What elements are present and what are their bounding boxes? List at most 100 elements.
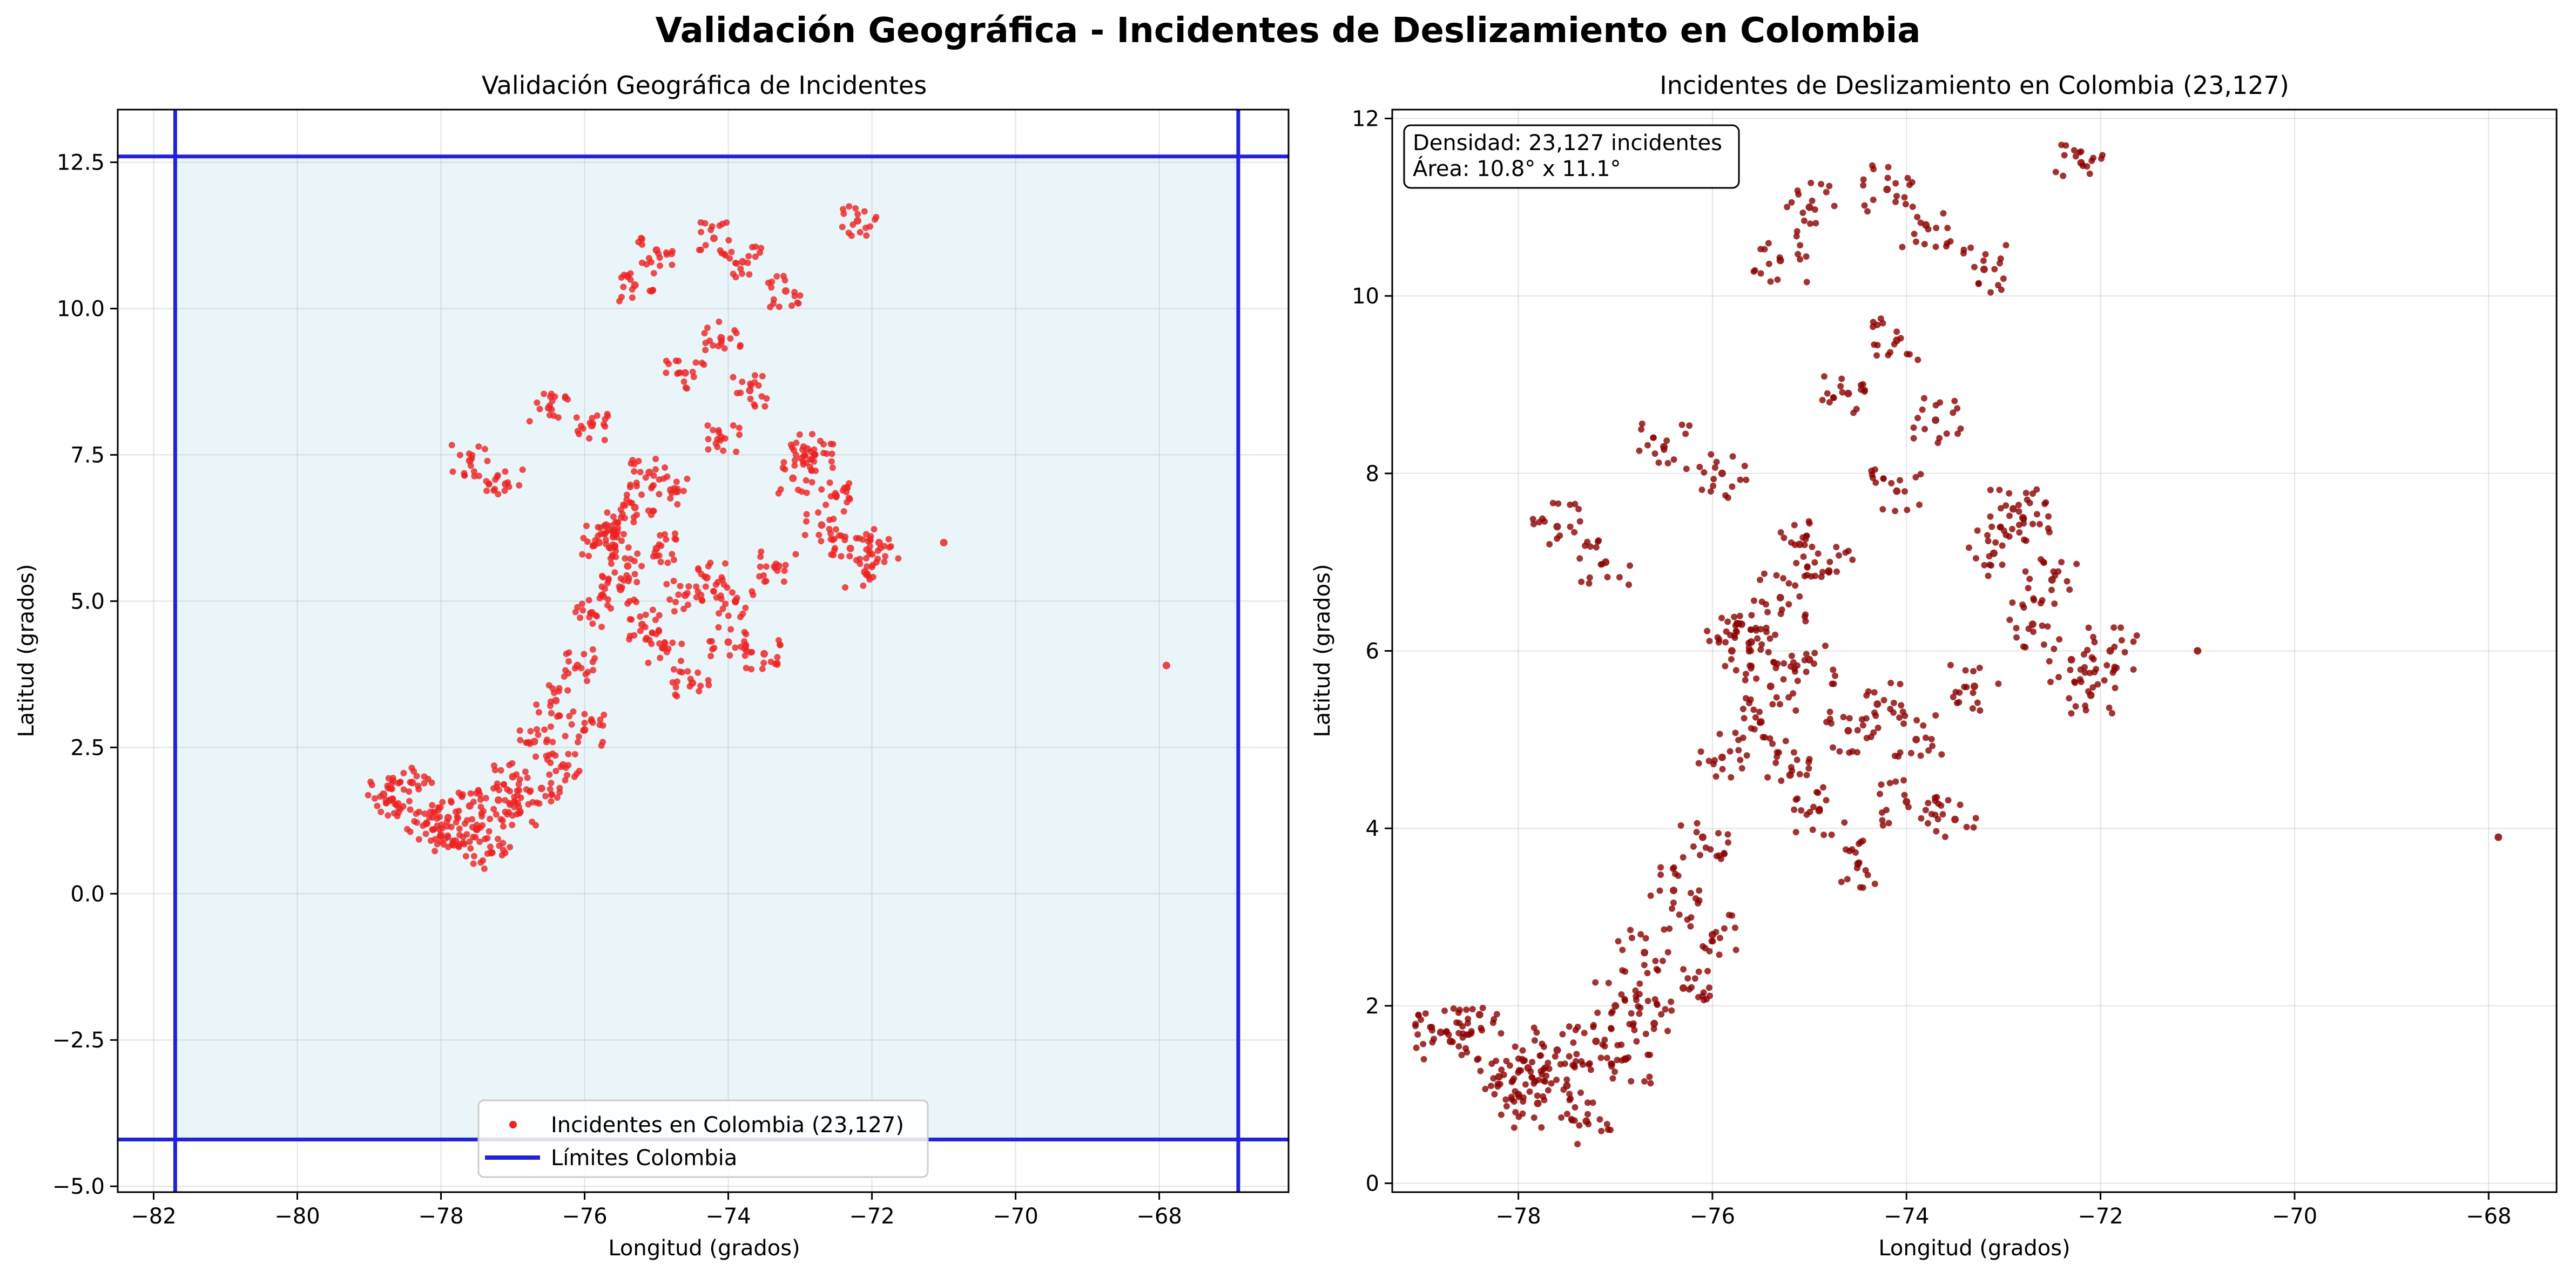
data-point — [1788, 764, 1795, 771]
data-point — [656, 628, 663, 635]
data-point — [1849, 556, 1856, 563]
data-point — [1785, 601, 1792, 608]
data-point — [1872, 712, 1879, 719]
data-point — [1815, 789, 1822, 796]
data-point — [1493, 1011, 1500, 1018]
data-point — [589, 620, 596, 627]
data-point — [2066, 586, 2073, 593]
data-point — [705, 446, 712, 453]
validation-chart-grid — [118, 110, 1289, 1192]
data-point — [1493, 1057, 1500, 1064]
data-point — [670, 577, 677, 584]
data-point — [1571, 529, 1578, 536]
data-point — [2020, 516, 2027, 523]
data-point — [1561, 1060, 1568, 1067]
data-point — [1676, 911, 1683, 918]
data-point — [1921, 425, 1928, 432]
data-point — [1533, 1029, 1540, 1036]
data-point — [1904, 506, 1911, 513]
data-point — [1527, 1068, 1534, 1075]
data-point — [1712, 929, 1719, 936]
data-point — [818, 538, 825, 545]
data-point — [793, 439, 800, 447]
data-point — [702, 242, 709, 249]
data-point — [1798, 807, 1805, 814]
data-point — [2033, 511, 2040, 518]
data-point — [2061, 152, 2068, 159]
data-point — [507, 844, 514, 851]
data-point — [2040, 558, 2047, 565]
data-point — [2130, 638, 2137, 645]
data-point — [1503, 1058, 1510, 1065]
data-point — [1463, 1006, 1470, 1013]
data-point — [1904, 174, 1911, 181]
data-point — [812, 467, 819, 474]
data-point — [2089, 633, 2096, 640]
data-point — [1563, 1111, 1570, 1118]
data-point — [1475, 1011, 1483, 1019]
data-point — [1636, 980, 1643, 987]
data-point — [1553, 523, 1561, 531]
data-point — [1687, 890, 1694, 897]
data-point — [1737, 756, 1744, 763]
data-point — [400, 769, 407, 776]
data-point — [637, 469, 644, 476]
data-point — [1804, 572, 1811, 579]
data-point — [669, 261, 676, 268]
data-point — [1587, 1066, 1594, 1073]
data-point — [431, 848, 439, 855]
data-point — [752, 253, 759, 260]
data-point — [857, 229, 864, 236]
data-point — [1801, 613, 1808, 620]
data-point — [1831, 672, 1838, 679]
data-point — [604, 410, 611, 417]
data-point — [633, 483, 640, 490]
data-point — [2026, 576, 2033, 583]
data-point — [705, 677, 712, 684]
data-point — [500, 847, 507, 854]
data-point — [404, 826, 411, 833]
data-point — [562, 777, 569, 784]
data-point — [1826, 708, 1833, 715]
data-point — [1791, 522, 1798, 529]
data-point — [1869, 162, 1876, 169]
data-point — [1729, 483, 1736, 490]
data-point — [598, 624, 605, 631]
data-point — [1928, 735, 1935, 742]
data-point — [1909, 179, 1916, 186]
data-point — [1800, 553, 1807, 560]
density-annotation: Densidad: 23,127 incidentes Área: 10.8° … — [1403, 124, 1740, 189]
data-point — [661, 639, 668, 646]
data-point — [1872, 479, 1879, 486]
data-point — [663, 357, 670, 364]
data-point — [1828, 831, 1835, 839]
data-point — [1917, 752, 1924, 759]
data-point — [456, 451, 463, 458]
data-point — [1614, 1057, 1621, 1064]
data-point — [1972, 815, 1979, 822]
data-point — [1803, 772, 1810, 779]
data-point — [1586, 1060, 1593, 1067]
data-point — [2194, 647, 2202, 655]
data-point — [1567, 523, 1574, 530]
data-point — [1701, 469, 1708, 476]
y-tick-label: 0 — [1366, 1172, 1379, 1196]
data-point — [1916, 501, 1923, 508]
data-point — [1731, 924, 1738, 931]
data-point — [571, 750, 578, 758]
data-point — [2022, 568, 2029, 575]
data-point — [1651, 996, 1658, 1003]
data-point — [689, 368, 696, 375]
data-point — [1890, 709, 1897, 716]
data-point — [668, 490, 675, 497]
data-point — [578, 665, 585, 672]
data-point — [2118, 624, 2125, 631]
data-point — [1761, 246, 1768, 253]
density-annotation-line-1: Densidad: 23,127 incidentes — [1413, 131, 1722, 155]
data-point — [1705, 758, 1712, 765]
data-point — [1718, 614, 1725, 621]
data-point — [1757, 646, 1764, 653]
data-point — [1766, 735, 1773, 742]
data-point — [642, 474, 649, 481]
data-point — [1903, 797, 1911, 806]
